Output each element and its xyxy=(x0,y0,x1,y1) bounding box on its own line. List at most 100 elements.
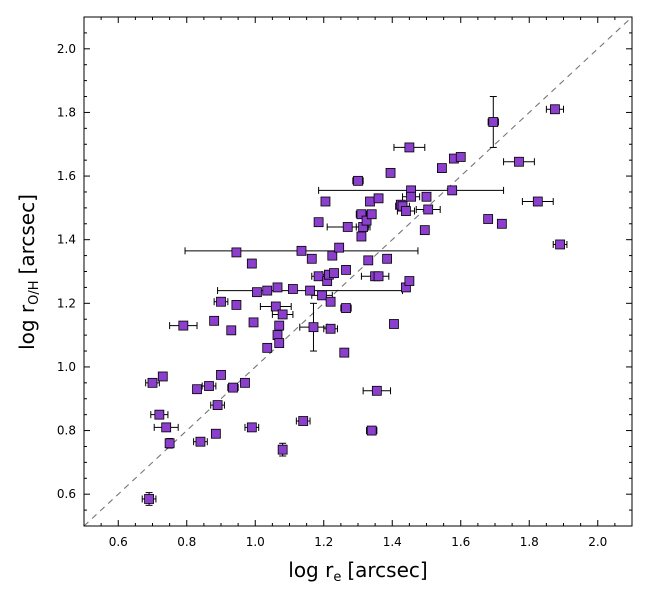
data-point xyxy=(341,265,351,275)
data-point xyxy=(361,215,372,226)
x-tick-label: 1.0 xyxy=(246,535,265,549)
data-point xyxy=(209,315,220,326)
data-point xyxy=(277,444,288,455)
y-axis-label-unit: [arcsec] xyxy=(15,194,39,274)
data-point xyxy=(216,369,226,380)
data-point xyxy=(389,319,399,329)
data-point xyxy=(306,253,317,264)
data-point xyxy=(366,209,377,220)
x-tick-label: 1.4 xyxy=(383,535,402,549)
x-axis-label: log re [arcsec] xyxy=(288,558,427,585)
data-point xyxy=(246,258,257,269)
data-point xyxy=(164,438,175,449)
data-point xyxy=(339,347,350,358)
x-tick-label: 0.8 xyxy=(177,535,196,549)
data-point xyxy=(356,209,367,220)
data-point xyxy=(262,285,273,296)
data-point xyxy=(157,371,168,382)
one-to-one-reference-line xyxy=(83,16,633,527)
data-point xyxy=(514,156,524,167)
data-point xyxy=(154,409,165,420)
axis-ticks xyxy=(83,16,633,527)
data-point xyxy=(296,245,307,256)
data-point xyxy=(555,239,565,250)
y-tick-label: 1.6 xyxy=(57,169,76,183)
data-point xyxy=(373,271,384,282)
y-tick-label: 1.0 xyxy=(57,360,76,374)
data-point xyxy=(288,284,298,294)
data-point xyxy=(262,342,273,353)
data-point xyxy=(246,422,257,433)
data-point xyxy=(192,384,202,395)
data-point xyxy=(212,400,223,411)
data-point xyxy=(373,193,384,204)
data-point xyxy=(325,296,336,307)
data-point xyxy=(308,322,319,333)
x-tick-label: 0.6 xyxy=(109,535,128,549)
data-point xyxy=(313,217,324,228)
data-point xyxy=(144,494,154,504)
error-bars xyxy=(141,96,568,506)
x-axis-label-main: log r xyxy=(288,558,334,582)
data-point xyxy=(272,282,283,293)
data-point xyxy=(365,196,375,207)
data-point xyxy=(342,222,353,232)
data-point xyxy=(353,175,363,186)
data-point xyxy=(317,290,327,301)
data-point xyxy=(147,377,158,388)
data-point xyxy=(240,377,250,388)
x-tick-label: 1.6 xyxy=(451,535,470,549)
data-point xyxy=(496,218,507,229)
data-point xyxy=(366,425,377,436)
data-point xyxy=(210,428,221,439)
data-point xyxy=(195,436,206,447)
y-tick-labels: 0.6 0.8 1.0 1.2 1.4 1.6 1.8 2.0 xyxy=(57,42,76,501)
y-axis-label-sub: O/H xyxy=(27,280,42,304)
data-point xyxy=(447,185,458,196)
data-point xyxy=(226,325,237,336)
data-point xyxy=(277,309,288,320)
y-tick-label: 0.8 xyxy=(57,424,76,438)
data-point xyxy=(363,255,374,266)
data-point xyxy=(178,320,189,331)
y-tick-label: 1.8 xyxy=(57,105,76,119)
data-point xyxy=(341,303,351,313)
data-point xyxy=(231,247,242,258)
data-point xyxy=(371,385,382,396)
x-tick-label: 1.2 xyxy=(314,535,333,549)
x-axis-label-sub: e xyxy=(333,570,341,585)
data-point xyxy=(423,204,434,215)
data-point xyxy=(483,214,494,224)
data-point xyxy=(204,381,214,391)
data-point xyxy=(274,320,285,331)
x-tick-labels: 0.6 0.8 1.0 1.2 1.4 1.6 1.8 2.0 xyxy=(109,535,608,549)
data-point xyxy=(329,268,339,278)
data-point xyxy=(327,250,338,261)
data-point xyxy=(488,117,499,127)
data-point xyxy=(161,422,172,433)
data-point xyxy=(274,338,285,348)
data-point xyxy=(228,382,238,393)
data-point xyxy=(320,196,331,207)
x-tick-label: 1.8 xyxy=(520,535,539,549)
data-point xyxy=(419,225,430,236)
data-point xyxy=(334,242,345,253)
y-tick-label: 1.4 xyxy=(57,233,76,247)
data-point xyxy=(356,231,367,242)
y-tick-label: 0.6 xyxy=(57,487,76,501)
data-point xyxy=(421,191,432,202)
data-point xyxy=(248,317,259,328)
data-point xyxy=(550,104,560,115)
data-point xyxy=(404,142,415,153)
data-point xyxy=(231,300,242,310)
data-point xyxy=(305,285,315,296)
data-point xyxy=(406,191,416,202)
data-point xyxy=(216,296,226,307)
y-tick-label: 1.2 xyxy=(57,296,76,310)
y-axis-label-main: log r xyxy=(15,304,39,350)
data-point xyxy=(404,276,415,286)
data-point xyxy=(325,323,336,334)
data-point xyxy=(437,163,447,174)
data-point xyxy=(252,287,262,298)
